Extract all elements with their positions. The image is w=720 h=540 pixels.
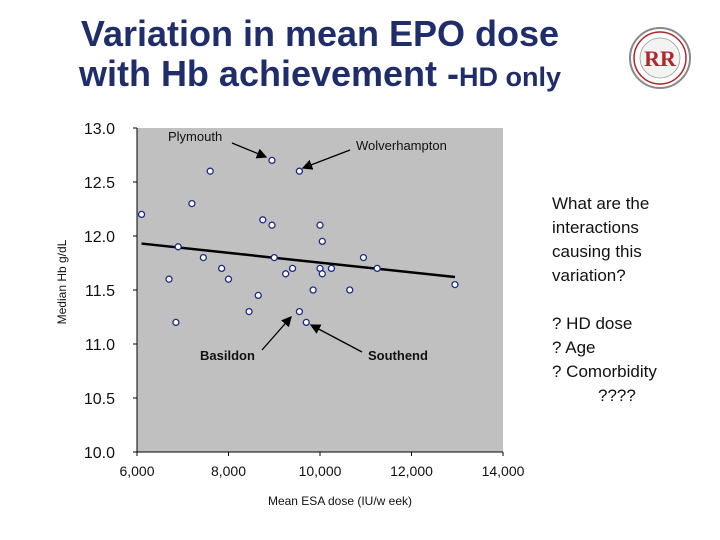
y-tick-label: 11.5	[85, 283, 115, 300]
data-point	[254, 291, 262, 300]
data-point	[302, 318, 310, 327]
factor-age: ? Age	[552, 338, 596, 357]
annotation-arrow	[301, 149, 351, 170]
data-point	[217, 264, 226, 273]
slide-title: Variation in mean EPO dose with Hb achie…	[40, 14, 600, 97]
annotation-label: Basildon	[200, 348, 255, 363]
annotation-label: Plymouth	[168, 129, 222, 144]
data-point	[199, 253, 207, 262]
x-axis-label: Mean ESA dose (IU/w eek)	[268, 494, 412, 508]
y-tick-label: 10.0	[84, 445, 115, 462]
data-point	[295, 167, 304, 175]
renal-registry-logo: RR	[629, 27, 691, 89]
data-point	[316, 221, 324, 229]
y-axis-label: Median Hb g/dL	[55, 239, 69, 324]
x-tick-label: 6,000	[119, 463, 154, 479]
y-tick-label: 12.0	[84, 229, 115, 246]
data-point	[174, 243, 182, 251]
data-point	[224, 275, 233, 283]
data-point	[359, 253, 368, 262]
data-point	[451, 280, 459, 289]
y-tick-label: 10.5	[84, 391, 115, 408]
x-tick-label: 14,000	[482, 463, 525, 479]
trendline	[141, 242, 456, 279]
data-point	[165, 275, 173, 283]
x-tick-label: 12,000	[390, 463, 433, 479]
data-point	[318, 270, 326, 278]
data-point	[206, 167, 214, 175]
data-point	[137, 210, 146, 219]
title-line-1: Variation in mean EPO dose	[80, 13, 560, 54]
interactions-question: What are the interactions causing this v…	[552, 194, 650, 285]
data-point	[282, 270, 290, 278]
x-tick-label: 8,000	[211, 463, 246, 479]
data-point	[288, 264, 297, 273]
y-tick-label: 11.0	[85, 337, 115, 354]
annotation-arrow	[231, 142, 268, 159]
title-line-2-small: HD only	[459, 62, 562, 92]
annotation-arrow	[261, 316, 292, 351]
title-line-2: with Hb achievement -HD only	[40, 54, 600, 97]
factor-list: ? HD dose ? Age ? Comorbidity ????	[552, 312, 712, 408]
factor-comorbidity: ? Comorbidity	[552, 362, 657, 381]
data-point	[295, 307, 304, 316]
data-point	[309, 286, 317, 294]
data-point	[318, 237, 326, 246]
y-tick-label: 12.5	[84, 175, 115, 192]
logo-mark-text: RR	[644, 46, 677, 71]
annotation-label: Wolverhampton	[356, 138, 447, 153]
plot-area	[137, 128, 503, 452]
data-point	[346, 286, 354, 294]
data-point	[268, 156, 276, 165]
data-point	[245, 307, 253, 316]
y-tick-label: 13.0	[84, 121, 115, 138]
title-line-2-main: with Hb achievement -	[78, 53, 460, 94]
data-point	[270, 253, 278, 262]
data-point	[327, 264, 336, 273]
factor-hd-dose: ? HD dose	[552, 314, 633, 333]
data-point	[259, 216, 267, 224]
annotation-label: Southend	[368, 348, 428, 363]
x-tick-label: 10,000	[299, 463, 342, 479]
data-point	[373, 264, 381, 273]
data-point	[268, 221, 276, 229]
data-point	[172, 318, 180, 327]
annotation-arrow	[309, 324, 363, 353]
factor-unknown: ????	[598, 386, 636, 405]
scatter-chart: 13.0 12.5 12.0 11.5 11.0 10.5 10.06,000 8,000 10…	[55, 121, 525, 508]
data-point	[188, 199, 196, 208]
